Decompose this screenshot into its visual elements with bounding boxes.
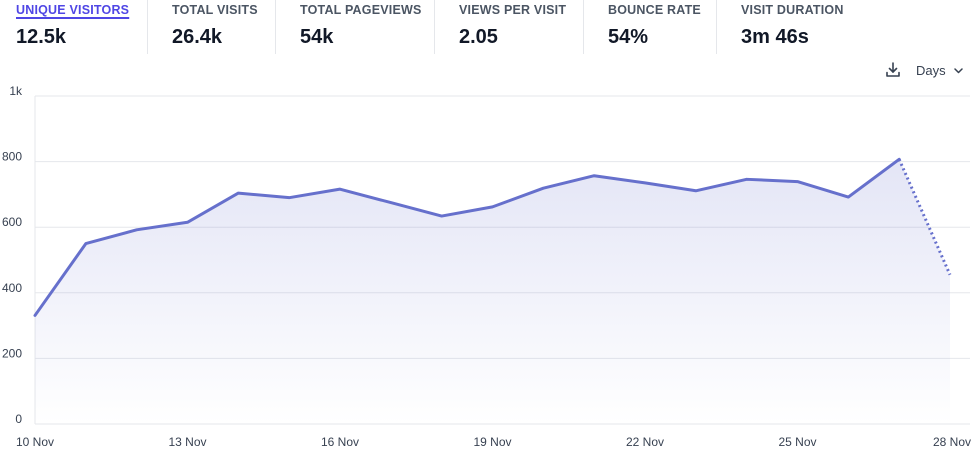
metric-label[interactable]: UNIQUE VISITORS <box>16 3 130 17</box>
metric-label[interactable]: TOTAL VISITS <box>172 3 258 17</box>
data-point[interactable] <box>692 187 700 195</box>
y-tick-label: 1k <box>9 84 23 98</box>
metric-label[interactable]: VIEWS PER VISIT <box>459 3 567 17</box>
data-point[interactable] <box>184 218 192 226</box>
data-point[interactable] <box>590 172 598 180</box>
data-point[interactable] <box>641 179 649 187</box>
metric-divider <box>583 0 584 54</box>
data-point[interactable] <box>895 155 903 163</box>
x-tick-label: 10 Nov <box>16 435 54 449</box>
data-point[interactable] <box>387 199 395 207</box>
data-point[interactable] <box>794 178 802 186</box>
data-point[interactable] <box>31 311 39 319</box>
download-button[interactable] <box>884 61 902 79</box>
data-point[interactable] <box>285 194 293 202</box>
x-tick-label: 19 Nov <box>473 435 511 449</box>
metric-divider <box>147 0 148 54</box>
metric-value: 3m 46s <box>741 26 809 48</box>
y-tick-label: 600 <box>2 215 22 229</box>
metric-label[interactable]: VISIT DURATION <box>741 3 844 17</box>
x-tick-label: 28 Nov <box>933 435 971 449</box>
interval-select[interactable]: Days <box>916 62 963 82</box>
y-tick-label: 200 <box>2 346 22 360</box>
series-area <box>35 159 950 424</box>
x-tick-label: 16 Nov <box>321 435 359 449</box>
interval-label: Days <box>916 63 946 78</box>
metric-visit-duration[interactable]: VISIT DURATION 3m 46s <box>741 0 861 54</box>
x-tick-label: 13 Nov <box>168 435 206 449</box>
metrics-bar: UNIQUE VISITORS 12.5k TOTAL VISITS 26.4k… <box>0 0 976 58</box>
data-point[interactable] <box>336 185 344 193</box>
data-point[interactable] <box>844 193 852 201</box>
metric-divider <box>716 0 717 54</box>
metric-value: 54k <box>300 26 334 48</box>
series-line <box>33 157 901 317</box>
series-line-incomplete <box>897 158 952 276</box>
metric-unique-visitors[interactable]: UNIQUE VISITORS 12.5k <box>16 0 138 54</box>
metric-bounce-rate[interactable]: BOUNCE RATE 54% <box>608 0 708 54</box>
metric-label[interactable]: TOTAL PAGEVIEWS <box>300 3 422 17</box>
download-icon <box>886 62 900 77</box>
metric-total-pageviews[interactable]: TOTAL PAGEVIEWS 54k <box>300 0 430 54</box>
y-tick-label: 400 <box>2 281 22 295</box>
metric-divider <box>434 0 435 54</box>
metric-value: 12.5k <box>16 26 67 48</box>
data-point[interactable] <box>743 175 751 183</box>
metric-total-visits[interactable]: TOTAL VISITS 26.4k <box>172 0 272 54</box>
metric-divider <box>275 0 276 54</box>
x-tick-label: 25 Nov <box>778 435 816 449</box>
metric-label[interactable]: BOUNCE RATE <box>608 3 701 17</box>
data-point[interactable] <box>946 271 954 279</box>
data-point[interactable] <box>438 212 446 220</box>
data-point[interactable] <box>234 189 242 197</box>
metric-value: 26.4k <box>172 26 223 48</box>
metric-value: 54% <box>608 26 649 48</box>
data-point[interactable] <box>539 184 547 192</box>
y-tick-label: 0 <box>15 412 22 426</box>
y-tick-label: 800 <box>2 150 22 164</box>
data-point[interactable] <box>133 226 141 234</box>
data-point[interactable] <box>82 240 90 248</box>
chevron-down-icon <box>954 62 963 77</box>
metric-views-per-visit[interactable]: VIEWS PER VISIT 2.05 <box>459 0 579 54</box>
metric-value: 2.05 <box>459 26 498 48</box>
x-tick-label: 22 Nov <box>626 435 664 449</box>
data-point[interactable] <box>489 203 497 211</box>
